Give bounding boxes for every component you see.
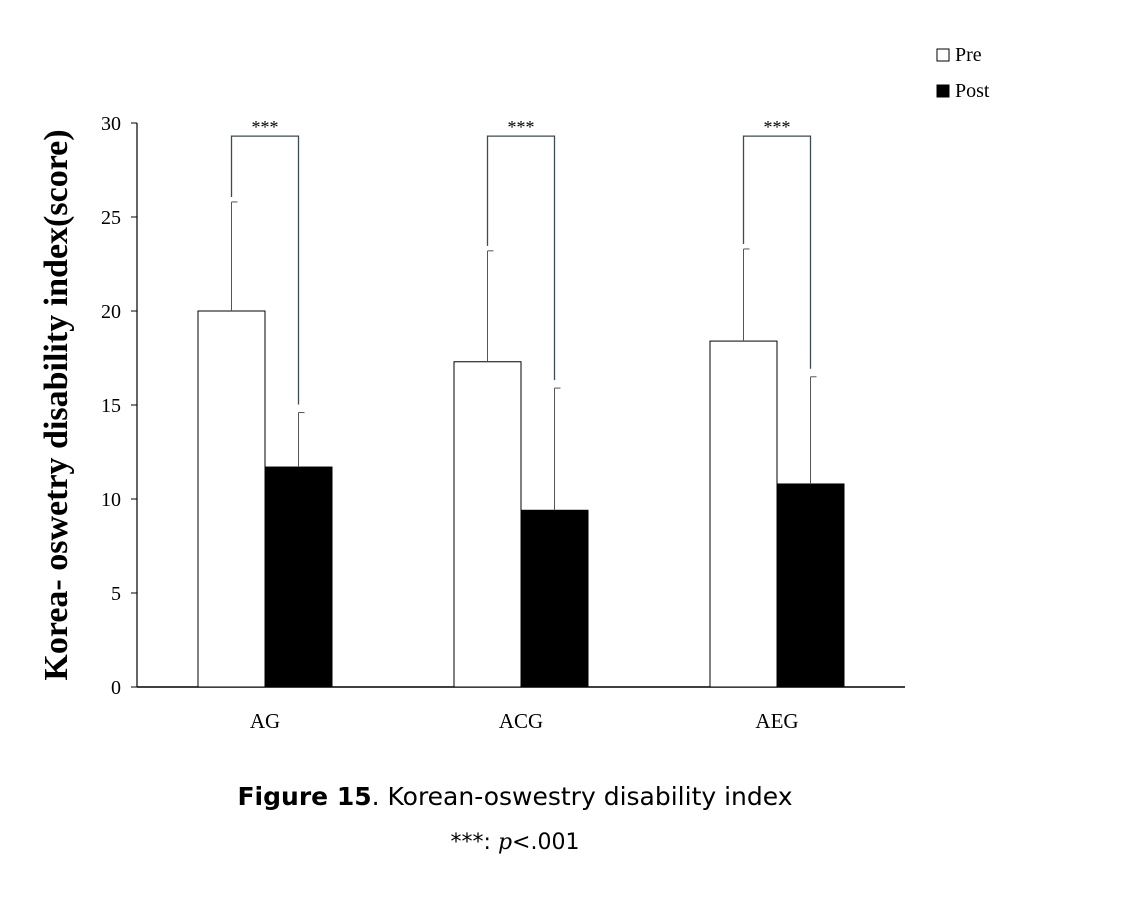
bar-pre-acg bbox=[453, 361, 522, 688]
y-tick-label: 15 bbox=[101, 395, 121, 417]
legend: Pre Post bbox=[936, 44, 990, 102]
significance-stars: *** bbox=[764, 117, 791, 137]
x-category-labels: AG ACG AEG bbox=[250, 709, 799, 733]
legend-label-post: Post bbox=[955, 80, 990, 102]
note-stars: ***: bbox=[450, 830, 498, 855]
figure-caption: Figure 15. Korean-oswestry disability in… bbox=[0, 782, 1030, 811]
bar-post-aeg bbox=[776, 483, 845, 688]
legend-swatch-post bbox=[936, 84, 950, 98]
x-category-label: ACG bbox=[499, 709, 543, 733]
bar-pre-aeg bbox=[709, 340, 778, 688]
bar-post-ag bbox=[264, 466, 333, 688]
y-tick-label: 10 bbox=[101, 489, 121, 511]
y-axis-label: Korea- oswetry disability index(score) bbox=[38, 129, 75, 680]
legend-label-pre: Pre bbox=[955, 44, 982, 66]
figure-label: Figure 15 bbox=[237, 782, 372, 811]
bar-post-acg bbox=[520, 509, 589, 688]
significance-bracket bbox=[486, 135, 556, 381]
significance-brackets: *** *** *** bbox=[230, 117, 812, 405]
significance-note: ***: p<.001 bbox=[0, 830, 1030, 855]
y-tick-label: 30 bbox=[101, 113, 121, 135]
note-p: p bbox=[497, 830, 513, 855]
note-value: <.001 bbox=[512, 830, 580, 855]
significance-bracket bbox=[742, 135, 812, 369]
bars bbox=[197, 201, 845, 688]
significance-stars: *** bbox=[508, 117, 535, 137]
legend-swatch-pre bbox=[936, 48, 950, 62]
bar-chart: Korea- oswetry disability index(score) 0… bbox=[38, 44, 990, 733]
y-tick-label: 25 bbox=[101, 207, 121, 229]
y-ticks: 0 5 10 15 20 25 30 bbox=[101, 113, 137, 699]
y-tick-label: 0 bbox=[111, 677, 121, 699]
x-category-label: AG bbox=[250, 709, 280, 733]
significance-stars: *** bbox=[252, 117, 279, 137]
y-tick-label: 5 bbox=[111, 583, 121, 605]
significance-bracket bbox=[230, 135, 300, 405]
x-category-label: AEG bbox=[755, 709, 798, 733]
figure-title: . Korean-oswestry disability index bbox=[371, 782, 793, 811]
y-tick-label: 20 bbox=[101, 301, 121, 323]
bar-pre-ag bbox=[197, 310, 266, 688]
